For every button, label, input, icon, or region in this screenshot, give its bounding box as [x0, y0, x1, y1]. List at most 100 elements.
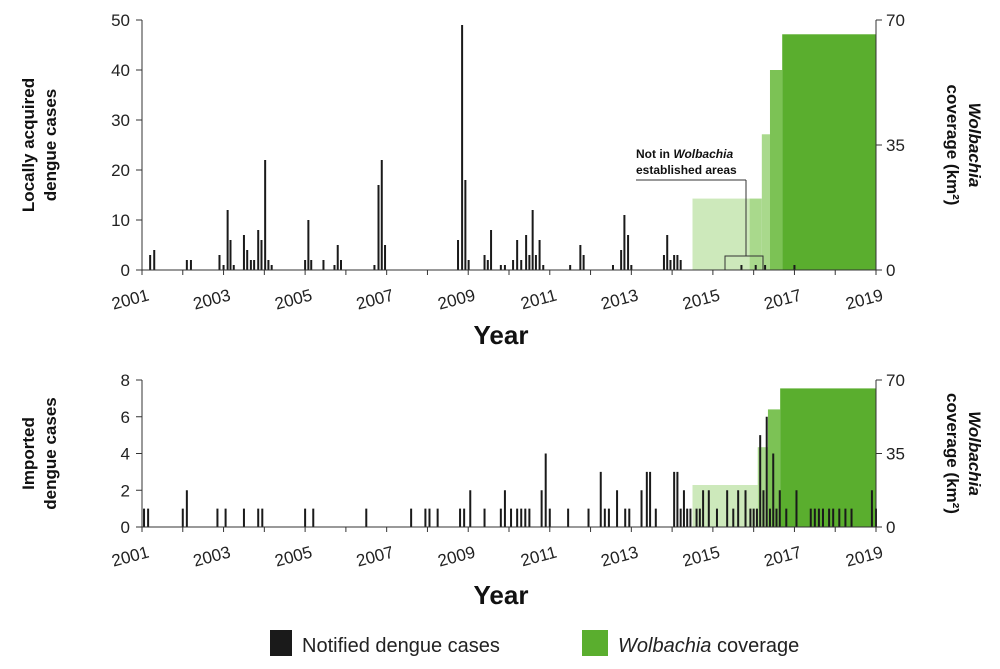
case-bar-50 — [702, 490, 705, 527]
y-tick-label-2: 4 — [121, 445, 130, 464]
case-bar-30 — [567, 508, 570, 527]
y-tick-label-5: 50 — [111, 11, 130, 30]
case-bar-14 — [428, 508, 431, 527]
x-tick-label-7: 2015 — [680, 286, 721, 314]
case-bar-32 — [467, 260, 470, 270]
case-bar-11 — [249, 260, 252, 270]
case-bar-61 — [762, 490, 765, 527]
y-axis-label-line-1: dengue cases — [41, 89, 60, 201]
case-bar-22 — [333, 265, 336, 270]
case-bar-51 — [620, 250, 623, 270]
case-bar-39 — [516, 240, 519, 270]
legend-label-wolbachia-rest: coverage — [711, 635, 799, 657]
case-bar-35 — [490, 230, 493, 270]
coverage-bar-3 — [769, 70, 783, 270]
case-bar-42 — [528, 255, 531, 270]
x-tick-label-8: 2017 — [762, 286, 803, 314]
case-bar-23 — [516, 508, 519, 527]
case-bar-76 — [844, 508, 847, 527]
case-bar-27 — [380, 160, 383, 270]
case-bar-53 — [726, 490, 729, 527]
y-tick-label-4: 8 — [121, 371, 130, 390]
case-bar-63 — [764, 265, 767, 270]
case-bar-30 — [461, 25, 464, 270]
case-bar-64 — [772, 453, 775, 527]
x-tick-label-1: 2003 — [191, 543, 232, 571]
legend-swatch-wolbachia — [582, 630, 608, 656]
legend: Notified dengue cases Wolbachia coverage — [270, 630, 799, 657]
case-bar-55 — [737, 490, 740, 527]
case-bar-58 — [673, 255, 676, 270]
annotation-pre: Not in — [636, 147, 673, 161]
case-bar-3 — [189, 260, 192, 270]
case-bar-56 — [744, 490, 747, 527]
case-bar-47 — [569, 265, 572, 270]
coverage-bar-1 — [757, 447, 768, 527]
case-bar-69 — [809, 508, 812, 527]
case-bar-36 — [624, 508, 627, 527]
case-bar-6 — [226, 210, 229, 270]
case-bar-10 — [312, 508, 315, 527]
case-bar-33 — [483, 255, 486, 270]
case-bar-10 — [246, 250, 249, 270]
case-bar-9 — [242, 235, 245, 270]
case-bar-31 — [587, 508, 590, 527]
case-bar-13 — [257, 230, 260, 270]
case-bar-74 — [832, 508, 835, 527]
x-tick-label-7: 2015 — [680, 543, 721, 571]
case-bar-4 — [218, 255, 221, 270]
case-bar-34 — [607, 508, 610, 527]
case-bar-78 — [870, 490, 873, 527]
case-bar-9 — [304, 508, 307, 527]
y-tick-label-0: 0 — [121, 261, 130, 280]
case-bar-23 — [336, 245, 339, 270]
case-bar-21 — [503, 490, 506, 527]
y2-axis-label-rest: coverage (km²) — [943, 85, 962, 206]
case-bar-12 — [253, 260, 256, 270]
coverage-bar-1 — [749, 198, 762, 270]
y-tick-label-3: 6 — [121, 408, 130, 427]
x-tick-label-0: 2001 — [110, 286, 151, 314]
x-tick-label-3: 2007 — [354, 286, 395, 314]
case-bar-14 — [260, 240, 263, 270]
case-bar-2 — [185, 260, 188, 270]
y2-tick-label-2: 70 — [886, 371, 905, 390]
legend-label-cases: Notified dengue cases — [302, 635, 500, 657]
case-bar-19 — [307, 220, 310, 270]
x-axis-label: Year — [474, 320, 529, 350]
y-axis-label: Imported dengue cases — [19, 397, 60, 509]
y-axis-label: Locally acquired dengue cases — [19, 78, 60, 212]
case-bar-2 — [181, 508, 184, 527]
legend-swatch-cases — [270, 630, 292, 656]
case-bar-49 — [698, 508, 701, 527]
case-bar-50 — [611, 265, 614, 270]
case-bar-13 — [424, 508, 427, 527]
case-bar-33 — [603, 508, 606, 527]
case-bar-43 — [531, 210, 534, 270]
case-bar-61 — [740, 265, 743, 270]
coverage-bar-0 — [692, 198, 750, 270]
x-tick-label-4: 2009 — [436, 543, 477, 571]
bottom-panel: 0 2 4 6 8 0 35 70 2001 2003 2005 2007 2009 2011 2013 20… — [19, 371, 984, 610]
y2-tick-label-0: 0 — [886, 261, 895, 280]
coverage-bar-4 — [782, 34, 876, 271]
case-bar-22 — [510, 508, 513, 527]
case-bar-8 — [261, 508, 264, 527]
case-bar-6 — [242, 508, 245, 527]
coverage-bar-3 — [780, 388, 876, 527]
case-bar-1 — [147, 508, 150, 527]
y-axis-label-line-0: Locally acquired — [19, 78, 38, 212]
case-bar-35 — [616, 490, 619, 527]
case-bar-37 — [628, 508, 631, 527]
case-bar-29 — [457, 240, 460, 270]
case-bar-46 — [686, 508, 689, 527]
y2-axis-label: Wolbachiacoverage (km²) — [943, 85, 984, 206]
x-tick-label-6: 2013 — [599, 543, 640, 571]
y2-axis-label-italic: Wolbachia — [965, 411, 984, 496]
case-bar-38 — [512, 260, 515, 270]
case-bar-31 — [464, 180, 467, 270]
case-bar-7 — [257, 508, 260, 527]
y-tick-label-2: 20 — [111, 161, 130, 180]
case-bar-77 — [850, 508, 853, 527]
